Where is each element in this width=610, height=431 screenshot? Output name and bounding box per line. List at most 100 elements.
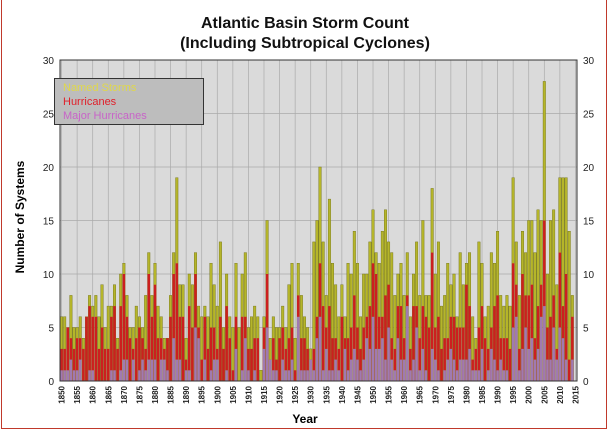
hurricanes-bar <box>72 348 76 381</box>
y-tick-label-left: 20 <box>43 163 55 174</box>
hurricanes-bar <box>430 252 434 381</box>
hurricanes-bar <box>60 348 63 381</box>
hurricanes-bar <box>75 338 79 381</box>
major-hurricanes-bar <box>197 338 200 381</box>
hurricanes-bar <box>521 274 524 381</box>
major-hurricanes-bar <box>368 348 372 381</box>
hurricanes-bar <box>256 338 260 381</box>
hurricanes-bar <box>253 338 256 381</box>
hurricanes-bar <box>368 306 372 381</box>
hurricanes-bar <box>527 295 530 381</box>
hurricanes-bar <box>175 263 179 381</box>
major-hurricanes-bar <box>390 359 393 381</box>
hurricanes-bar <box>384 295 387 381</box>
x-tick-label: 1960 <box>400 385 409 403</box>
major-hurricanes-bar <box>306 370 309 381</box>
y-tick-label-right: 20 <box>583 163 595 174</box>
major-hurricanes-bar <box>437 370 440 381</box>
major-hurricanes-bar <box>536 348 540 381</box>
hurricanes-bar <box>418 338 421 381</box>
major-hurricanes-bar <box>561 338 565 381</box>
major-hurricanes-bar <box>421 348 425 381</box>
hurricanes-bar <box>477 327 481 381</box>
major-hurricanes-bar <box>163 359 166 381</box>
x-tick-label: 1970 <box>431 385 440 403</box>
hurricanes-bar <box>178 316 182 381</box>
hurricanes-bar <box>150 316 154 381</box>
major-hurricanes-bar <box>549 359 552 381</box>
major-hurricanes-bar <box>334 359 337 381</box>
hurricanes-bar <box>567 359 571 381</box>
hurricanes-bar <box>558 252 562 381</box>
major-hurricanes-bar <box>309 359 312 381</box>
x-tick-label: 1855 <box>73 385 82 403</box>
major-hurricanes-bar <box>384 359 387 381</box>
y-tick-label-right: 0 <box>583 377 589 388</box>
hurricanes-bar <box>100 327 104 381</box>
hurricanes-bar <box>306 348 309 381</box>
x-tick-label: 1950 <box>369 385 378 403</box>
hurricanes-bar <box>147 274 151 381</box>
hurricanes-bar <box>440 348 443 381</box>
major-hurricanes-bar <box>533 359 537 381</box>
hurricanes-bar <box>122 274 126 381</box>
major-hurricanes-bar <box>131 359 135 381</box>
hurricanes-bar <box>88 306 91 381</box>
major-hurricanes-bar <box>290 359 294 381</box>
legend-major-hurricanes: Major Hurricanes <box>63 110 147 122</box>
hurricanes-bar <box>312 348 316 381</box>
hurricanes-bar <box>110 316 113 381</box>
major-hurricanes-bar <box>153 359 157 381</box>
hurricanes-bar <box>502 338 506 381</box>
major-hurricanes-bar <box>530 338 534 381</box>
major-hurricanes-bar <box>315 338 319 381</box>
major-hurricanes-bar <box>346 370 350 381</box>
x-tick-label: 1885 <box>167 385 176 403</box>
major-hurricanes-bar <box>418 370 421 381</box>
hurricanes-bar <box>191 327 194 381</box>
major-hurricanes-bar <box>477 370 481 381</box>
hurricanes-bar <box>228 338 231 381</box>
hurricanes-bar <box>393 348 397 381</box>
hurricanes-bar <box>63 348 66 381</box>
hurricanes-bar <box>287 338 291 381</box>
hurricanes-bar <box>219 316 222 381</box>
hurricanes-bar <box>119 306 122 381</box>
hurricanes-bar <box>546 327 549 381</box>
x-tick-label: 1940 <box>338 385 347 403</box>
major-hurricanes-bar <box>524 327 527 381</box>
major-hurricanes-bar <box>343 348 347 381</box>
major-hurricanes-bar <box>66 370 70 381</box>
major-hurricanes-bar <box>377 348 381 381</box>
major-hurricanes-bar <box>150 359 154 381</box>
major-hurricanes-bar <box>521 348 524 381</box>
major-hurricanes-bar <box>480 348 484 381</box>
hurricanes-bar <box>107 348 110 381</box>
y-tick-label-right: 30 <box>583 56 595 67</box>
hurricanes-bar <box>172 274 175 381</box>
x-tick-label: 2005 <box>540 385 549 403</box>
x-tick-label: 1995 <box>509 385 518 403</box>
hurricanes-bar <box>153 284 157 381</box>
x-tick-label: 1945 <box>353 385 362 403</box>
chart-subtitle: (Including Subtropical Cyclones) <box>180 35 430 52</box>
hurricanes-bar <box>181 316 185 381</box>
hurricanes-bar <box>250 348 253 381</box>
hurricanes-bar <box>91 316 94 381</box>
major-hurricanes-bar <box>331 370 334 381</box>
x-tick-label: 1930 <box>307 385 316 403</box>
x-tick-label: 1900 <box>213 385 222 403</box>
x-tick-label: 1865 <box>104 385 113 403</box>
major-hurricanes-bar <box>166 370 169 381</box>
hurricanes-bar <box>362 327 365 381</box>
major-hurricanes-bar <box>415 327 418 381</box>
hurricanes-bar <box>511 263 515 381</box>
major-hurricanes-bar <box>272 370 275 381</box>
x-tick-label: 1850 <box>58 385 67 403</box>
hurricanes-bar <box>293 370 297 381</box>
major-hurricanes-bar <box>511 327 515 381</box>
major-hurricanes-bar <box>75 370 79 381</box>
major-hurricanes-bar <box>247 370 250 381</box>
